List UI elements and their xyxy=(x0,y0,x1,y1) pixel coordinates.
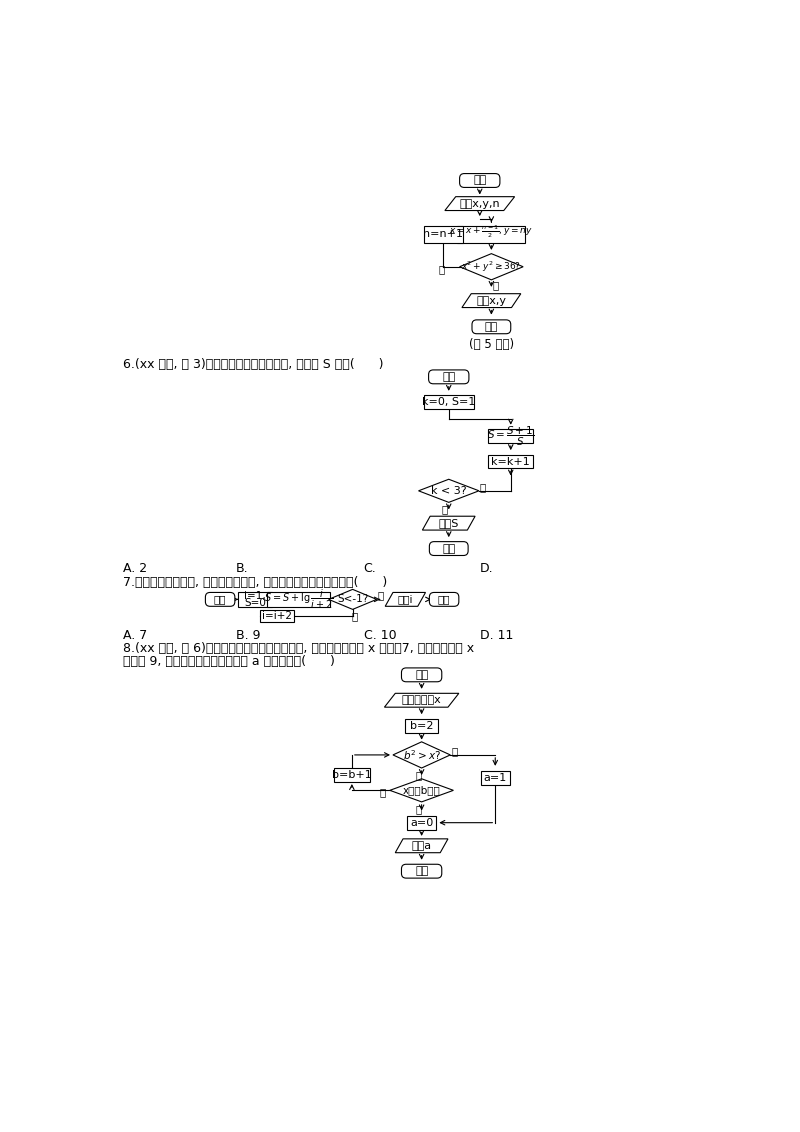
Bar xyxy=(266,592,330,607)
FancyBboxPatch shape xyxy=(206,592,235,607)
Text: 是: 是 xyxy=(493,281,499,291)
Text: 是: 是 xyxy=(415,804,422,814)
Text: 输出a: 输出a xyxy=(411,841,432,851)
Text: 8.(xx 山东, 理 6)执行两次下图所示的程序框图, 若第一次输入的 x 的値为7, 第二次输入的 x: 8.(xx 山东, 理 6)执行两次下图所示的程序框图, 若第一次输入的 x 的… xyxy=(123,643,474,655)
Text: 结束: 结束 xyxy=(415,866,428,876)
Text: 输出i: 输出i xyxy=(398,594,413,604)
Text: A. 7: A. 7 xyxy=(123,628,147,642)
Bar xyxy=(260,610,294,623)
Polygon shape xyxy=(462,293,521,308)
Text: i=i+2: i=i+2 xyxy=(262,611,292,621)
Text: 7.阅读如下程序框图, 运行相应的程序, 则程序运行后输出的结果为(      ): 7.阅读如下程序框图, 运行相应的程序, 则程序运行后输出的结果为( ) xyxy=(123,576,387,590)
Text: i=1,: i=1, xyxy=(244,591,266,601)
Text: $b^2>x?$: $b^2>x?$ xyxy=(402,748,441,762)
Text: D.: D. xyxy=(480,563,494,575)
Text: 开始: 开始 xyxy=(214,594,226,604)
Text: $x^2+y^2\geq36?$: $x^2+y^2\geq36?$ xyxy=(462,259,522,274)
Text: 否: 否 xyxy=(379,788,386,798)
Text: 结束: 结束 xyxy=(438,594,450,604)
Text: x能裊b整除: x能裊b整除 xyxy=(402,786,441,796)
Bar xyxy=(458,226,526,243)
Bar xyxy=(238,592,272,607)
FancyBboxPatch shape xyxy=(472,320,510,334)
Text: C.: C. xyxy=(363,563,376,575)
Text: k < 3?: k < 3? xyxy=(431,486,466,496)
Text: S=0: S=0 xyxy=(244,598,266,608)
Text: B.: B. xyxy=(236,563,248,575)
Bar xyxy=(488,429,534,443)
Bar xyxy=(407,816,436,830)
Text: b=2: b=2 xyxy=(410,721,434,730)
Bar xyxy=(481,771,510,784)
Text: 否: 否 xyxy=(438,264,445,274)
Text: $x=x+\frac{n-1}{2},y=ny$: $x=x+\frac{n-1}{2},y=ny$ xyxy=(450,224,534,240)
Text: (第 5 题图): (第 5 题图) xyxy=(469,337,514,351)
Text: n=n+1: n=n+1 xyxy=(423,230,463,239)
Text: k=k+1: k=k+1 xyxy=(491,456,530,466)
Polygon shape xyxy=(385,693,459,708)
Polygon shape xyxy=(329,590,377,609)
Text: A. 2: A. 2 xyxy=(123,563,147,575)
Text: 输出S: 输出S xyxy=(438,518,459,529)
Text: B. 9: B. 9 xyxy=(236,628,260,642)
Bar xyxy=(424,226,462,243)
Text: 否: 否 xyxy=(351,611,358,621)
Text: 开始: 开始 xyxy=(442,371,455,381)
Text: 输出x,y: 输出x,y xyxy=(476,295,506,306)
Text: 输入正整数x: 输入正整数x xyxy=(402,695,442,705)
Text: 是: 是 xyxy=(378,591,384,601)
Text: 的値为 9, 则第一次、第二次输出的 a 的値分别为(      ): 的値为 9, 则第一次、第二次输出的 a 的値分别为( ) xyxy=(123,654,335,668)
Polygon shape xyxy=(386,592,426,607)
Polygon shape xyxy=(422,516,475,530)
Text: D. 11: D. 11 xyxy=(480,628,513,642)
Text: 是: 是 xyxy=(480,482,486,492)
Text: 结束: 结束 xyxy=(485,321,498,332)
FancyBboxPatch shape xyxy=(430,592,459,607)
Text: 6.(xx 北京, 理 3)执行如图所示的程序框图, 输出的 S 値为(      ): 6.(xx 北京, 理 3)执行如图所示的程序框图, 输出的 S 値为( ) xyxy=(123,358,384,370)
FancyBboxPatch shape xyxy=(402,864,442,878)
Text: k=0, S=1: k=0, S=1 xyxy=(422,397,475,408)
Polygon shape xyxy=(390,779,454,801)
Text: C. 10: C. 10 xyxy=(363,628,396,642)
Polygon shape xyxy=(395,839,448,852)
Text: $S=S+\lg\dfrac{i}{i+2}$: $S=S+\lg\dfrac{i}{i+2}$ xyxy=(263,588,334,611)
Bar xyxy=(334,767,370,782)
Bar xyxy=(488,455,534,469)
Text: 结束: 结束 xyxy=(442,543,455,554)
Text: 否: 否 xyxy=(415,770,422,780)
Text: 是: 是 xyxy=(451,746,458,756)
FancyBboxPatch shape xyxy=(459,173,500,188)
Bar xyxy=(423,395,474,409)
Text: S<-1?: S<-1? xyxy=(337,594,368,604)
Text: $S=\dfrac{S+1}{S}$: $S=\dfrac{S+1}{S}$ xyxy=(487,424,534,448)
FancyBboxPatch shape xyxy=(402,668,442,681)
Text: 输入x,y,n: 输入x,y,n xyxy=(459,198,500,208)
FancyBboxPatch shape xyxy=(429,370,469,384)
Bar xyxy=(406,719,438,732)
Text: 开始: 开始 xyxy=(473,175,486,186)
Polygon shape xyxy=(459,254,523,280)
FancyBboxPatch shape xyxy=(430,541,468,556)
Polygon shape xyxy=(445,197,514,211)
Text: 否: 否 xyxy=(442,505,448,515)
Polygon shape xyxy=(418,479,479,503)
Polygon shape xyxy=(393,741,450,767)
Text: b=b+1: b=b+1 xyxy=(332,770,372,780)
Text: a=1: a=1 xyxy=(484,773,507,783)
Text: a=0: a=0 xyxy=(410,817,434,827)
Text: 开始: 开始 xyxy=(415,670,428,680)
